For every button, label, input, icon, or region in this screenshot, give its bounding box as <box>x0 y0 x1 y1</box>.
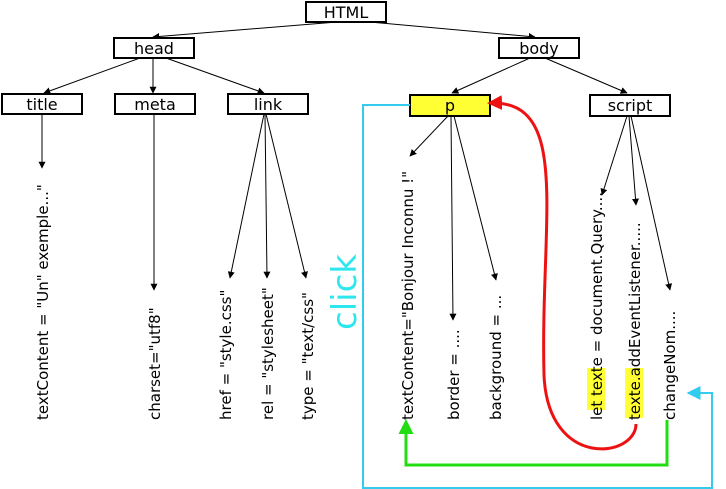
leaf-texts: textContent = "Un" exemple..." charset="… <box>34 171 679 420</box>
edge-body-script <box>544 57 628 94</box>
edge-p-border <box>449 115 457 321</box>
leaf-script-texte-var: texte <box>626 381 644 420</box>
node-p: p <box>409 94 491 117</box>
edge-head-link <box>165 57 265 95</box>
edge-html-head <box>152 21 338 40</box>
edge-script-let <box>600 115 628 196</box>
edge-p-background <box>453 115 498 281</box>
tree-edges <box>38 21 673 321</box>
edge-head-title <box>43 57 141 95</box>
texte-highlight-2 <box>625 368 643 418</box>
leaf-script-let-prefix: let <box>588 396 606 420</box>
node-html-label: HTML <box>324 3 369 22</box>
edge-p-text <box>409 115 449 157</box>
leaf-script-changenom: changeNom.... <box>661 311 679 420</box>
texte-reference-arrow <box>487 95 638 451</box>
leaf-script-let-var: texte <box>588 357 606 396</box>
node-script: script <box>589 94 671 117</box>
node-body: body <box>498 37 580 59</box>
node-title: title <box>1 93 83 115</box>
leaf-p-background: background = ... <box>487 295 505 420</box>
node-head: head <box>113 37 195 59</box>
node-head-label: head <box>134 39 174 58</box>
leaf-link-type: type = "text/css" <box>299 292 317 420</box>
edge-script-texte <box>628 115 639 206</box>
update-textcontent-arrow <box>398 419 669 467</box>
click-event-arrow <box>362 104 713 489</box>
edge-body-p <box>451 57 531 94</box>
leaf-script-let: let texte = document.Query.... <box>588 192 606 420</box>
leaf-script-let-rest: = document.Query.... <box>588 192 606 357</box>
leaf-title-textcontent: textContent = "Un" exemple..." <box>34 184 52 420</box>
node-meta: meta <box>114 93 196 115</box>
leaf-link-rel: rel = "stylesheet" <box>259 287 277 420</box>
leaf-script-texte-rest: .addEventListener..... <box>626 222 644 381</box>
node-meta-label: meta <box>134 95 176 114</box>
node-title-label: title <box>26 95 57 114</box>
leaf-p-border: border = .... <box>445 329 463 420</box>
click-label: click <box>325 254 365 330</box>
leaf-script-texte: texte.addEventListener..... <box>626 222 644 420</box>
node-script-label: script <box>608 96 653 115</box>
node-link-label: link <box>254 95 283 114</box>
node-body-label: body <box>519 39 559 58</box>
edge-html-body <box>369 21 536 40</box>
node-html: HTML <box>305 1 387 23</box>
leaf-link-href: href = "style.css" <box>217 290 235 420</box>
leaf-p-textcontent: textContent="Bonjour Inconnu !" <box>399 171 417 420</box>
node-link: link <box>227 93 309 115</box>
texte-highlight-1 <box>587 368 605 410</box>
leaf-meta-charset: charset="utf8" <box>146 307 164 420</box>
edge-link-rel <box>263 113 271 279</box>
edge-script-change <box>630 115 673 291</box>
edge-link-href <box>227 113 265 279</box>
node-p-label: p <box>445 96 455 115</box>
edge-link-type <box>265 113 308 279</box>
